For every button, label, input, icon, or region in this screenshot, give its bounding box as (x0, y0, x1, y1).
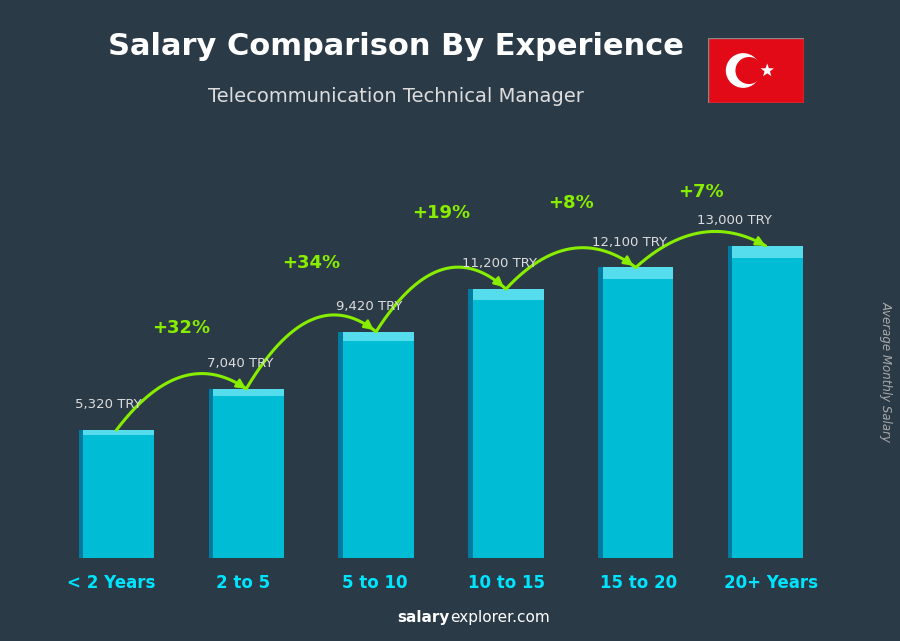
Text: +7%: +7% (678, 183, 724, 201)
Bar (728, 246, 733, 558)
Bar (603, 267, 673, 279)
Bar (343, 332, 414, 341)
Bar (472, 289, 544, 300)
Text: 5,320 TRY: 5,320 TRY (75, 399, 141, 412)
Bar (338, 332, 414, 558)
Text: 9,420 TRY: 9,420 TRY (337, 300, 403, 313)
Bar (728, 246, 803, 558)
Circle shape (726, 54, 760, 87)
Text: 12,100 TRY: 12,100 TRY (592, 236, 667, 249)
Text: +19%: +19% (412, 204, 470, 222)
Bar (733, 246, 803, 258)
Bar (209, 389, 284, 558)
Text: < 2 Years: < 2 Years (67, 574, 155, 592)
Text: 10 to 15: 10 to 15 (469, 574, 545, 592)
Text: salary: salary (398, 610, 450, 625)
Bar (468, 289, 544, 558)
Text: 11,200 TRY: 11,200 TRY (462, 258, 537, 271)
Text: Telecommunication Technical Manager: Telecommunication Technical Manager (208, 87, 584, 106)
Bar (209, 389, 213, 558)
Text: 13,000 TRY: 13,000 TRY (698, 214, 772, 228)
Text: 15 to 20: 15 to 20 (600, 574, 678, 592)
Text: 7,040 TRY: 7,040 TRY (207, 357, 273, 370)
Bar (468, 289, 472, 558)
Polygon shape (760, 63, 774, 76)
Bar (79, 430, 84, 558)
Bar (84, 430, 154, 435)
Bar (213, 389, 284, 395)
Bar (338, 332, 343, 558)
Bar (598, 267, 603, 558)
Text: +32%: +32% (152, 319, 211, 337)
Text: Salary Comparison By Experience: Salary Comparison By Experience (108, 32, 684, 61)
Bar (79, 430, 154, 558)
Bar (598, 267, 673, 558)
Text: explorer.com: explorer.com (450, 610, 550, 625)
Circle shape (736, 58, 761, 83)
Text: 20+ Years: 20+ Years (724, 574, 818, 592)
Text: +34%: +34% (282, 254, 340, 272)
Text: Average Monthly Salary: Average Monthly Salary (880, 301, 893, 442)
Text: 5 to 10: 5 to 10 (342, 574, 408, 592)
Text: +8%: +8% (548, 194, 594, 212)
Text: 2 to 5: 2 to 5 (216, 574, 270, 592)
